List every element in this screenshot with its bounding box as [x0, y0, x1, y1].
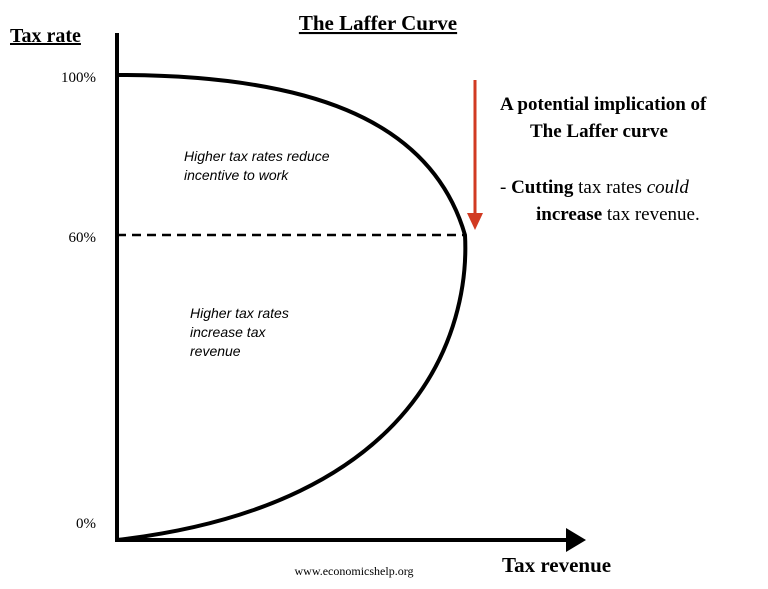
y-label: 100%: [61, 70, 96, 86]
y-axis-label: Tax rate: [10, 25, 81, 47]
annotation-line: revenue: [190, 343, 241, 359]
upper-annotation: Higher tax rates reduce incentive to wor…: [0, 0, 349, 183]
laffer-curve: [116, 73, 468, 542]
arrow-head: [467, 213, 483, 230]
note-part: tax revenue.: [602, 204, 700, 225]
note-line: - Cutting tax rates could: [500, 177, 689, 198]
x-axis-arrowhead: [566, 528, 586, 552]
note-part: tax rates: [573, 177, 646, 198]
note-part: increase: [536, 204, 602, 225]
title: The Laffer Curve: [299, 11, 457, 35]
annotation-line: increase tax: [190, 324, 266, 340]
note-part: -: [500, 177, 511, 198]
note-part: Cutting: [511, 177, 574, 198]
annotation-line: Higher tax rates reduce: [184, 148, 330, 164]
annotation-line: Higher tax rates: [190, 305, 289, 321]
note-heading: The Laffer curve: [530, 121, 668, 142]
note-part: could: [647, 177, 690, 198]
note-line: increase tax revenue.: [536, 204, 700, 225]
x-axis-label: Tax revenue: [502, 553, 611, 577]
y-label: 0%: [76, 516, 96, 532]
annotation-line: incentive to work: [184, 167, 289, 183]
note-heading: A potential implication of: [500, 94, 707, 115]
lower-annotation: Higher tax rates increase tax revenue: [0, 0, 308, 359]
y-label: 60%: [69, 230, 97, 246]
source: www.economicshelp.org: [295, 564, 414, 578]
